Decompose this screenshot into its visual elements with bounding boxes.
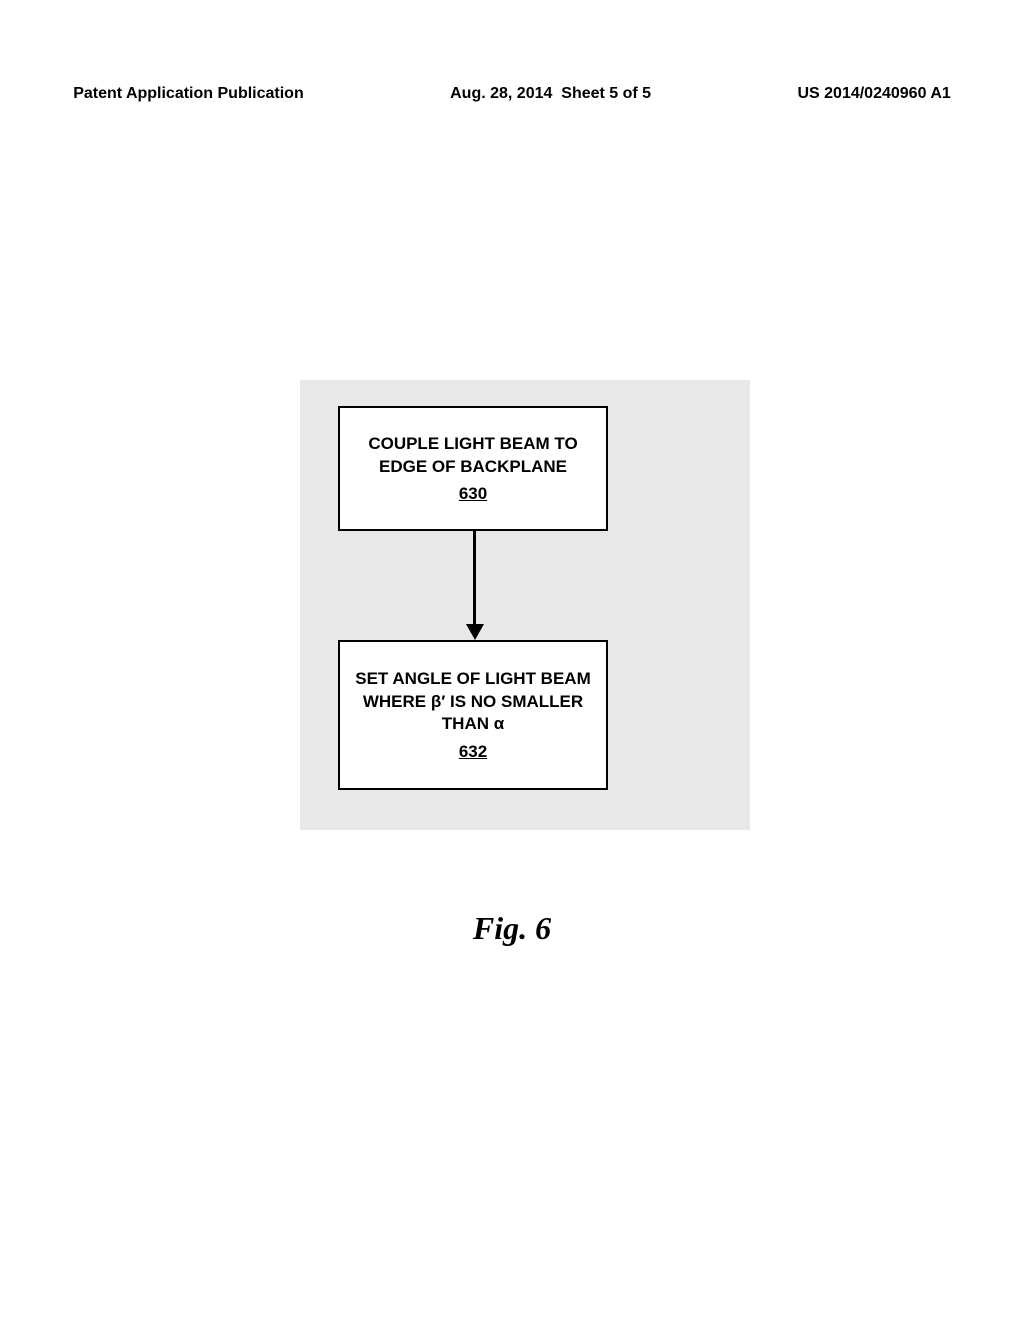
flow-box-632-line3: THAN α — [442, 713, 504, 736]
flow-box-632-line2: WHERE β′ IS NO SMALLER — [363, 691, 583, 714]
page-header: Patent Application Publication Aug. 28, … — [0, 85, 1024, 103]
figure-label: Fig. 6 — [0, 910, 1024, 947]
header-left: Patent Application Publication — [73, 85, 304, 103]
flow-box-632-ref: 632 — [459, 742, 487, 762]
header-mid: Aug. 28, 2014 Sheet 5 of 5 — [450, 85, 651, 103]
flow-box-630-line2: EDGE OF BACKPLANE — [379, 456, 567, 479]
flow-arrow — [468, 531, 482, 640]
flow-arrow-head — [466, 624, 484, 640]
flow-box-630: COUPLE LIGHT BEAM TO EDGE OF BACKPLANE 6… — [338, 406, 608, 531]
header-right: US 2014/0240960 A1 — [797, 85, 950, 103]
flow-box-632: SET ANGLE OF LIGHT BEAM WHERE β′ IS NO S… — [338, 640, 608, 790]
flow-arrow-shaft — [473, 531, 476, 627]
flow-box-630-line1: COUPLE LIGHT BEAM TO — [368, 433, 577, 456]
flow-box-632-line1: SET ANGLE OF LIGHT BEAM — [355, 668, 590, 691]
flow-box-630-ref: 630 — [459, 484, 487, 504]
